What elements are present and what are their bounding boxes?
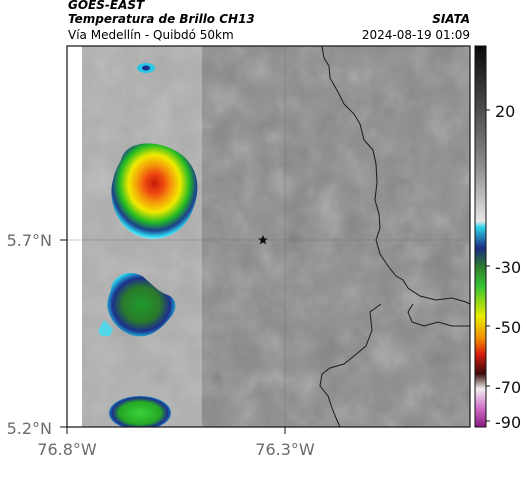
convective-cell-fragment (98, 320, 113, 336)
colorbar-label: -50 (495, 318, 521, 337)
boundary-line (321, 46, 470, 305)
colorbar: 20 -30 -50 -70 -90 (474, 45, 521, 432)
lat-label-2: 5.2°N (7, 419, 52, 438)
convective-cell-small (109, 396, 171, 427)
convective-cell-middle (98, 272, 176, 337)
convective-cell-tiny (137, 63, 155, 73)
star-marker (258, 235, 268, 245)
colorbar-label: -90 (495, 413, 521, 432)
colorbar-scale (474, 45, 487, 428)
lon-label-2: 76.3°W (255, 440, 315, 459)
boundary-line-south (319, 303, 470, 427)
satellite-label: GOES-EAST (68, 0, 145, 12)
plot-frame (66, 45, 471, 428)
convective-cell-large (111, 143, 198, 240)
lon-label-1: 76.8°W (37, 440, 97, 459)
organization-label: SIATA (432, 12, 470, 26)
colorbar-label: -30 (495, 258, 521, 277)
timestamp-label: 2024-08-19 01:09 (361, 28, 470, 42)
route-subtitle: Vía Medellín - Quibdó 50km (68, 28, 234, 42)
colorbar-label: 20 (495, 102, 515, 121)
lat-label-1: 5.7°N (7, 231, 52, 250)
satellite-image (67, 46, 470, 427)
product-title: Temperatura de Brillo CH13 (68, 12, 255, 26)
colorbar-label: -70 (495, 378, 521, 397)
